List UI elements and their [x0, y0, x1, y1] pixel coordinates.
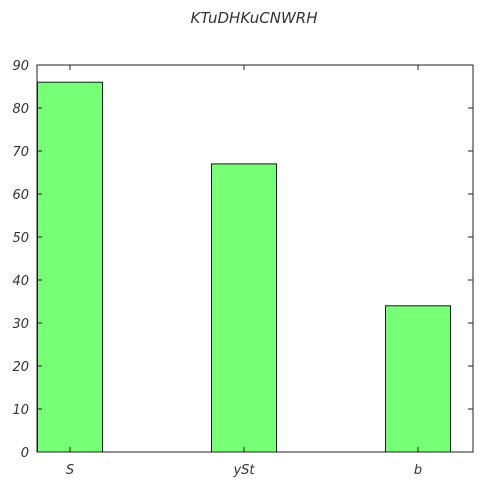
y-tick-label-90: 90: [12, 59, 29, 74]
y-tick-label-10: 10: [12, 403, 29, 418]
y-tick-label-50: 50: [12, 231, 29, 246]
bar-ySt: [211, 163, 277, 453]
y-tick-label-80: 80: [12, 102, 29, 117]
y-tick-label-40: 40: [12, 274, 29, 289]
x-tick-label-b: b: [414, 463, 422, 478]
bar-S: [37, 81, 103, 453]
chart-title: KTuDHKuCNWRH: [191, 9, 318, 27]
y-axis-ticks: 0 10 20 30 40 50 60 70 80 90: [12, 59, 473, 461]
plot-frame: [36, 64, 474, 453]
y-tick-label-70: 70: [12, 145, 29, 160]
bars-group: [37, 81, 451, 453]
y-tick-label-0: 0: [21, 446, 29, 461]
x-tick-label-ySt: ySt: [232, 463, 255, 478]
y-tick-label-20: 20: [12, 360, 29, 375]
y-tick-label-30: 30: [12, 317, 29, 332]
y-tick-label-60: 60: [12, 188, 29, 203]
bar-b: [385, 305, 451, 453]
x-tick-label-S: S: [66, 463, 74, 478]
